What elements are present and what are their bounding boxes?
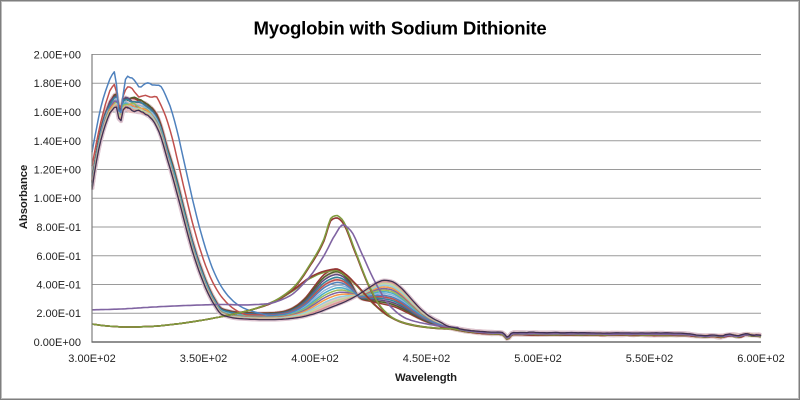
svg-text:1.20E+00: 1.20E+00 [34, 165, 81, 177]
svg-text:Myoglobin with Sodium Dithioni: Myoglobin with Sodium Dithionite [253, 18, 546, 39]
svg-text:1.40E+00: 1.40E+00 [34, 136, 81, 148]
svg-text:5.00E+02: 5.00E+02 [514, 353, 561, 365]
svg-text:8.00E-01: 8.00E-01 [36, 222, 81, 234]
svg-text:3.50E+02: 3.50E+02 [180, 353, 227, 365]
svg-text:2.00E+00: 2.00E+00 [34, 50, 81, 62]
svg-text:1.00E+00: 1.00E+00 [34, 193, 81, 205]
svg-text:6.00E+02: 6.00E+02 [737, 353, 784, 365]
svg-text:1.80E+00: 1.80E+00 [34, 78, 81, 90]
svg-text:1.60E+00: 1.60E+00 [34, 107, 81, 119]
svg-text:Wavelength: Wavelength [395, 372, 457, 384]
svg-text:5.50E+02: 5.50E+02 [626, 353, 673, 365]
svg-text:4.00E+02: 4.00E+02 [291, 353, 338, 365]
svg-text:2.00E-01: 2.00E-01 [36, 308, 81, 320]
svg-text:4.50E+02: 4.50E+02 [403, 353, 450, 365]
svg-text:4.00E-01: 4.00E-01 [36, 280, 81, 292]
svg-text:Absorbance: Absorbance [18, 165, 30, 229]
svg-text:3.00E+02: 3.00E+02 [68, 353, 115, 365]
svg-text:6.00E-01: 6.00E-01 [36, 251, 81, 263]
svg-text:0.00E+00: 0.00E+00 [34, 337, 81, 349]
